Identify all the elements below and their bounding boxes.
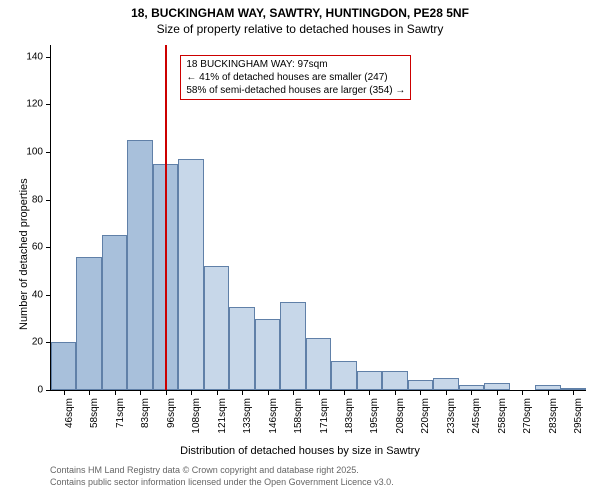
- x-tick-label: 96sqm: [166, 398, 177, 428]
- footer-line1: Contains HM Land Registry data © Crown c…: [50, 465, 394, 477]
- x-tick: [64, 390, 65, 395]
- histogram-bar: [484, 383, 509, 390]
- histogram-bar: [178, 159, 203, 390]
- x-tick-label: 270sqm: [522, 398, 533, 434]
- x-tick-label: 295sqm: [573, 398, 584, 434]
- x-tick-label: 58sqm: [89, 398, 100, 428]
- y-tick-label: 60: [32, 242, 51, 253]
- histogram-bar: [408, 380, 433, 390]
- x-tick-label: 146sqm: [268, 398, 279, 434]
- x-tick: [420, 390, 421, 395]
- x-tick: [319, 390, 320, 395]
- x-tick-label: 46sqm: [64, 398, 75, 428]
- histogram-bar: [229, 307, 254, 390]
- histogram-bar: [51, 342, 76, 390]
- x-tick: [268, 390, 269, 395]
- x-tick: [166, 390, 167, 395]
- x-tick: [140, 390, 141, 395]
- histogram-bar: [255, 319, 280, 390]
- x-tick: [395, 390, 396, 395]
- x-tick: [344, 390, 345, 395]
- chart-title: 18, BUCKINGHAM WAY, SAWTRY, HUNTINGDON, …: [0, 6, 600, 20]
- x-tick-label: 233sqm: [446, 398, 457, 434]
- footer-line2: Contains public sector information licen…: [50, 477, 394, 489]
- x-tick: [369, 390, 370, 395]
- x-tick: [497, 390, 498, 395]
- reference-line: [165, 45, 167, 390]
- histogram-bar: [331, 361, 356, 390]
- y-tick-label: 20: [32, 337, 51, 348]
- x-tick: [242, 390, 243, 395]
- annotation-line2: ← 41% of detached houses are smaller (24…: [186, 71, 405, 84]
- x-tick: [548, 390, 549, 395]
- x-tick: [446, 390, 447, 395]
- histogram-bar: [280, 302, 305, 390]
- x-tick-label: 108sqm: [191, 398, 202, 434]
- x-tick-label: 158sqm: [293, 398, 304, 434]
- annotation-line3: 58% of semi-detached houses are larger (…: [186, 84, 405, 97]
- histogram-bar: [102, 235, 127, 390]
- y-tick-label: 80: [32, 194, 51, 205]
- x-tick-label: 171sqm: [319, 398, 330, 434]
- x-tick-label: 183sqm: [344, 398, 355, 434]
- x-tick-label: 83sqm: [140, 398, 151, 428]
- y-tick-label: 100: [26, 147, 51, 158]
- histogram-bar: [204, 266, 229, 390]
- x-tick: [191, 390, 192, 395]
- x-tick: [471, 390, 472, 395]
- x-tick: [522, 390, 523, 395]
- y-tick-label: 0: [37, 385, 51, 396]
- x-tick: [293, 390, 294, 395]
- x-tick-label: 245sqm: [471, 398, 482, 434]
- histogram-bar: [433, 378, 458, 390]
- y-tick-label: 120: [26, 99, 51, 110]
- y-tick-label: 40: [32, 289, 51, 300]
- x-tick-label: 258sqm: [497, 398, 508, 434]
- histogram-bar: [306, 338, 331, 390]
- x-tick-label: 208sqm: [395, 398, 406, 434]
- x-tick-label: 283sqm: [548, 398, 559, 434]
- annotation-line1: 18 BUCKINGHAM WAY: 97sqm: [186, 58, 405, 71]
- x-tick: [217, 390, 218, 395]
- histogram-bar: [76, 257, 101, 390]
- x-tick-label: 220sqm: [420, 398, 431, 434]
- x-tick-label: 121sqm: [217, 398, 228, 434]
- y-tick-label: 140: [26, 51, 51, 62]
- x-tick: [115, 390, 116, 395]
- y-axis-label: Number of detached properties: [18, 178, 30, 330]
- histogram-bar: [127, 140, 152, 390]
- plot-area: 02040608010012014046sqm58sqm71sqm83sqm96…: [50, 45, 586, 391]
- x-tick-label: 195sqm: [369, 398, 380, 434]
- annotation-box: 18 BUCKINGHAM WAY: 97sqm← 41% of detache…: [180, 55, 411, 100]
- x-tick: [89, 390, 90, 395]
- chart-container: 18, BUCKINGHAM WAY, SAWTRY, HUNTINGDON, …: [0, 0, 600, 500]
- x-tick: [573, 390, 574, 395]
- histogram-bar: [357, 371, 382, 390]
- x-axis-label: Distribution of detached houses by size …: [0, 445, 600, 457]
- chart-subtitle: Size of property relative to detached ho…: [0, 22, 600, 36]
- footer-attribution: Contains HM Land Registry data © Crown c…: [50, 465, 394, 488]
- x-tick-label: 71sqm: [115, 398, 126, 428]
- x-tick-label: 133sqm: [242, 398, 253, 434]
- histogram-bar: [382, 371, 407, 390]
